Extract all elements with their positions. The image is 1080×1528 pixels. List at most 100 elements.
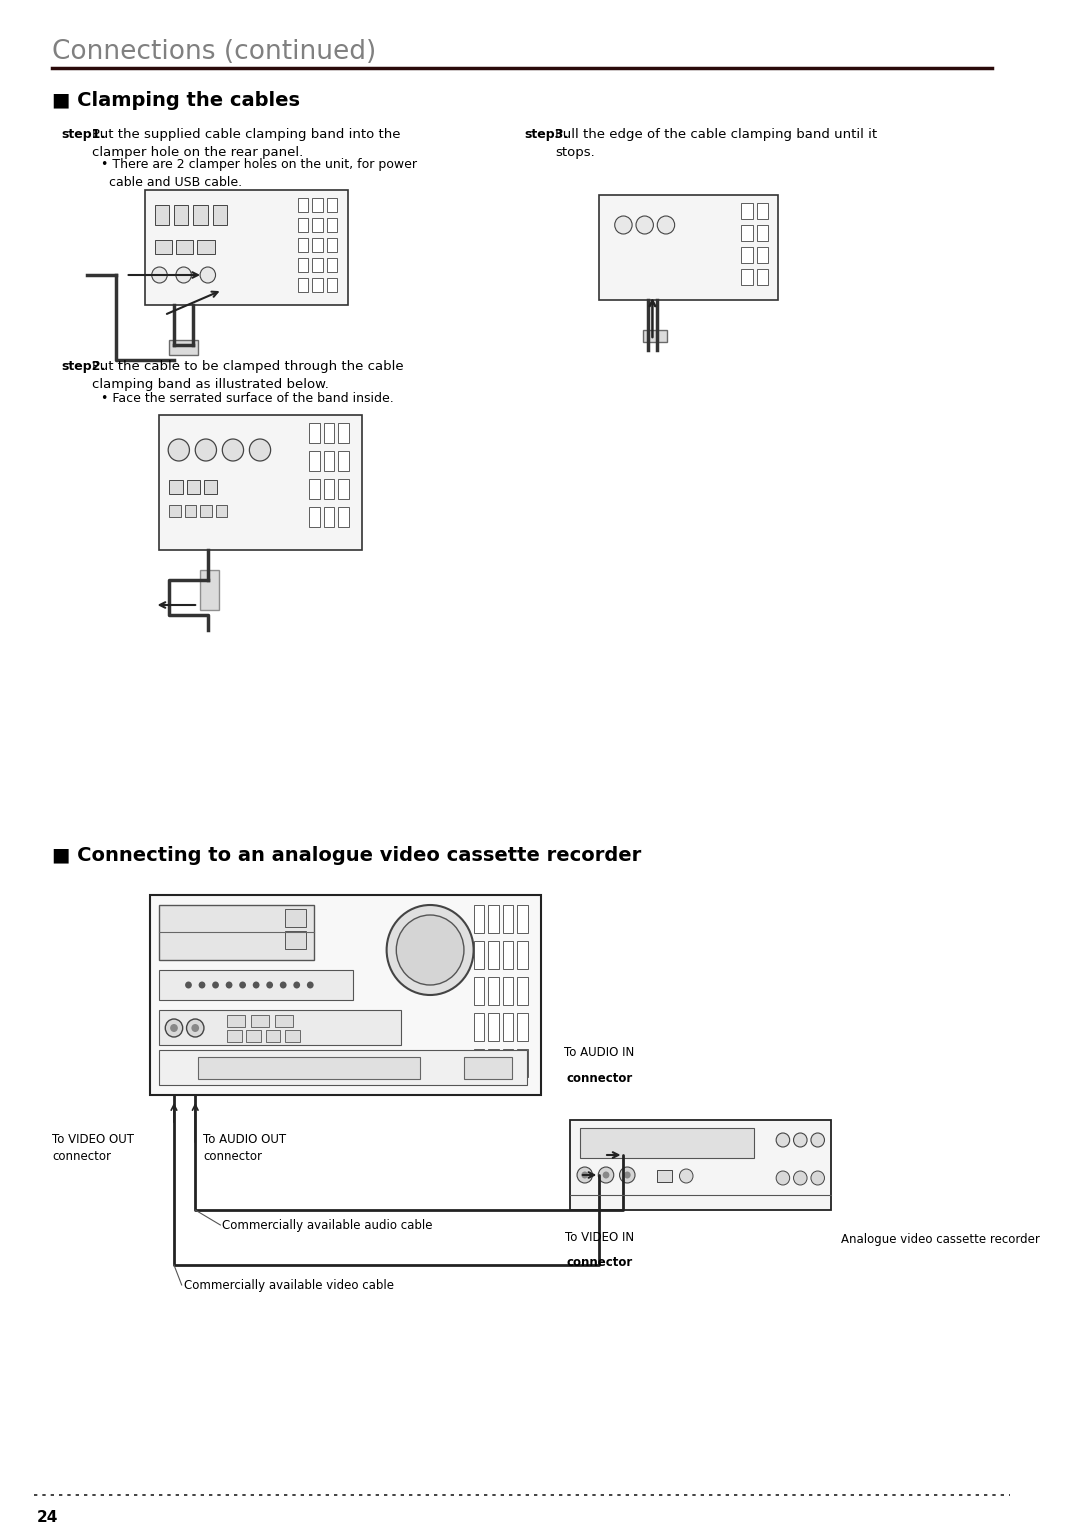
Bar: [312, 258, 323, 272]
Bar: [488, 976, 499, 1005]
Circle shape: [171, 1024, 178, 1031]
Bar: [200, 570, 219, 610]
Text: step1.: step1.: [62, 128, 106, 141]
Text: To VIDEO IN: To VIDEO IN: [565, 1232, 634, 1259]
Bar: [298, 219, 308, 232]
Text: connector: connector: [566, 1256, 633, 1270]
Text: Put the supplied cable clamping band into the
clamper hole on the rear panel.: Put the supplied cable clamping band int…: [92, 128, 401, 159]
Bar: [187, 480, 200, 494]
Circle shape: [222, 439, 244, 461]
Text: step3.: step3.: [525, 128, 569, 141]
Bar: [198, 240, 215, 254]
Text: To AUDIO IN: To AUDIO IN: [564, 1047, 634, 1074]
Bar: [160, 1050, 527, 1085]
Circle shape: [598, 1167, 613, 1183]
Bar: [298, 199, 308, 212]
Text: Connections (continued): Connections (continued): [52, 40, 377, 66]
Bar: [757, 203, 768, 219]
Bar: [658, 1170, 672, 1183]
Bar: [160, 416, 363, 550]
Circle shape: [615, 215, 632, 234]
Bar: [517, 1050, 528, 1077]
Bar: [324, 423, 335, 443]
Bar: [298, 238, 308, 252]
Bar: [757, 269, 768, 286]
Circle shape: [240, 981, 246, 989]
Circle shape: [176, 267, 191, 283]
Bar: [285, 1030, 299, 1042]
Bar: [246, 1030, 261, 1042]
Text: • There are 2 clamper holes on the unit, for power
  cable and USB cable.: • There are 2 clamper holes on the unit,…: [102, 157, 418, 189]
Bar: [170, 341, 198, 354]
Bar: [517, 941, 528, 969]
Bar: [170, 504, 180, 516]
Bar: [309, 478, 320, 500]
Bar: [502, 905, 513, 934]
Text: • Face the serrated surface of the band inside.: • Face the serrated surface of the band …: [102, 393, 394, 405]
Bar: [285, 931, 307, 949]
Bar: [252, 1015, 269, 1027]
Circle shape: [777, 1132, 789, 1148]
Bar: [570, 1120, 832, 1210]
Bar: [324, 451, 335, 471]
Bar: [154, 240, 172, 254]
Bar: [298, 278, 308, 292]
Bar: [741, 203, 753, 219]
Bar: [150, 895, 541, 1096]
Bar: [176, 240, 193, 254]
Circle shape: [777, 1170, 789, 1186]
Bar: [502, 1013, 513, 1041]
Bar: [488, 1050, 499, 1077]
Text: Analogue video cassette recorder: Analogue video cassette recorder: [841, 1233, 1040, 1247]
Text: Commercially available audio cable: Commercially available audio cable: [222, 1218, 433, 1232]
Circle shape: [168, 439, 189, 461]
Circle shape: [811, 1132, 824, 1148]
Bar: [312, 238, 323, 252]
Bar: [741, 269, 753, 286]
Bar: [312, 199, 323, 212]
Bar: [474, 1013, 484, 1041]
Circle shape: [152, 267, 167, 283]
Bar: [309, 423, 320, 443]
Circle shape: [212, 981, 219, 989]
Circle shape: [249, 439, 271, 461]
Bar: [312, 219, 323, 232]
Bar: [285, 909, 307, 927]
Circle shape: [199, 981, 205, 989]
Circle shape: [679, 1169, 693, 1183]
Bar: [326, 238, 337, 252]
Circle shape: [165, 1019, 183, 1038]
Bar: [324, 478, 335, 500]
Bar: [160, 905, 314, 960]
Bar: [474, 976, 484, 1005]
Bar: [338, 451, 349, 471]
Bar: [227, 1030, 242, 1042]
Bar: [517, 905, 528, 934]
Circle shape: [226, 981, 232, 989]
Circle shape: [811, 1170, 824, 1186]
Text: To AUDIO OUT
connector: To AUDIO OUT connector: [203, 1132, 286, 1163]
Bar: [502, 1050, 513, 1077]
Bar: [154, 205, 170, 225]
Bar: [338, 423, 349, 443]
Bar: [464, 1057, 512, 1079]
Circle shape: [603, 1172, 609, 1178]
Bar: [338, 507, 349, 527]
Circle shape: [577, 1167, 593, 1183]
Bar: [338, 478, 349, 500]
Bar: [643, 330, 667, 342]
Text: Put the cable to be clamped through the cable
clamping band as illustrated below: Put the cable to be clamped through the …: [92, 361, 404, 391]
Bar: [580, 1128, 754, 1158]
Bar: [275, 1015, 293, 1027]
Circle shape: [200, 267, 216, 283]
Circle shape: [581, 1172, 589, 1178]
Bar: [266, 1030, 281, 1042]
Text: Commercially available video cable: Commercially available video cable: [184, 1279, 393, 1291]
Circle shape: [267, 981, 273, 989]
Bar: [517, 1013, 528, 1041]
Bar: [193, 205, 207, 225]
Bar: [324, 507, 335, 527]
Bar: [488, 905, 499, 934]
Bar: [204, 480, 217, 494]
Bar: [174, 205, 189, 225]
